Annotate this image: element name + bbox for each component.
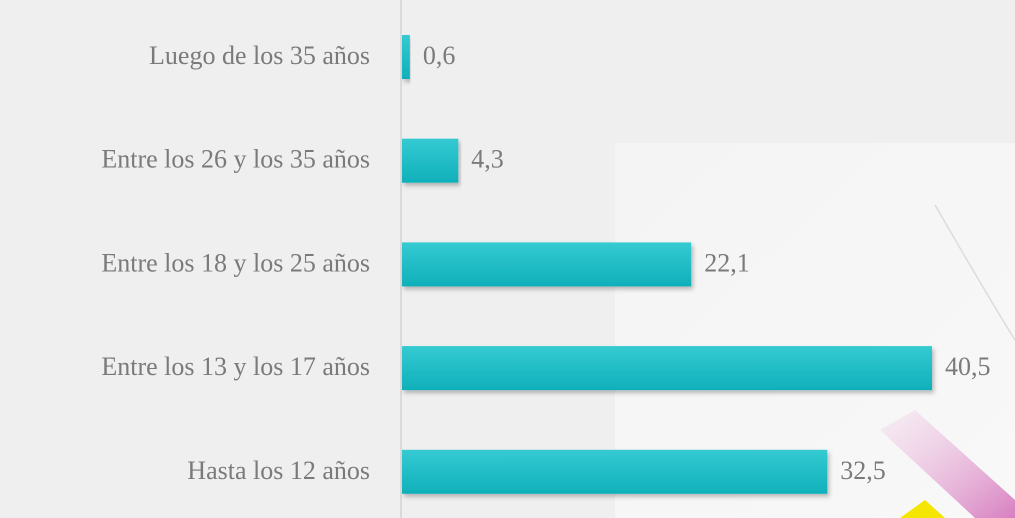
bar (402, 450, 827, 494)
category-label: Entre los 26 y los 35 años (101, 145, 370, 174)
value-label: 40,5 (945, 352, 991, 381)
chart: Luego de los 35 años 0,6 Entre los 26 y lo… (0, 0, 1015, 518)
category-label: Entre los 18 y los 25 años (101, 248, 370, 277)
value-label: 32,5 (840, 456, 886, 485)
value-label: 22,1 (704, 248, 750, 277)
value-label: 4,3 (471, 145, 504, 174)
category-label: Hasta los 12 años (187, 456, 370, 485)
page: Luego de los 35 años 0,6 Entre los 26 y lo… (0, 0, 1015, 518)
bar (402, 346, 932, 390)
bar (402, 242, 691, 286)
bar (402, 139, 458, 183)
category-label: Luego de los 35 años (149, 41, 370, 70)
value-label: 0,6 (423, 41, 456, 70)
category-label: Entre los 13 y los 17 años (101, 352, 370, 381)
bar (402, 35, 410, 79)
